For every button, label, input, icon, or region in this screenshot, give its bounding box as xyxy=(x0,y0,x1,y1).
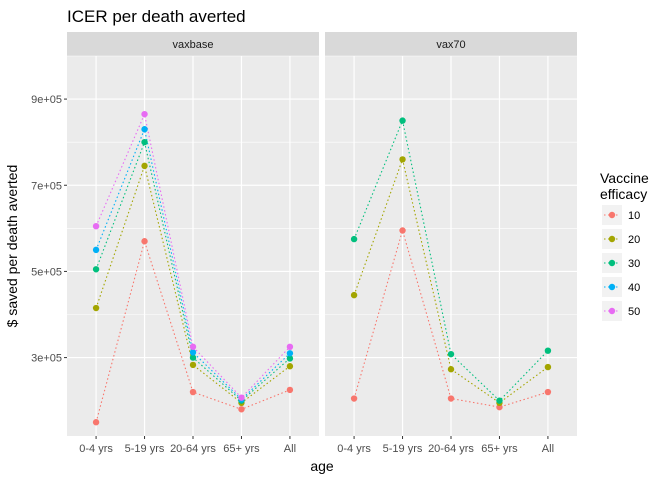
data-point-10 xyxy=(238,406,245,413)
legend-label-20: 20 xyxy=(628,234,640,246)
facet-panel-vaxbase: vaxbase 0-4 yrs 5-19 yrs 20-64 yrs 65+ yrs A… xyxy=(67,32,319,455)
data-point-40 xyxy=(92,246,100,254)
x-tick-labels: 0-4 yrs 5-19 yrs 20-64 yrs 65+ yrs All xyxy=(79,436,296,455)
series-line-40 xyxy=(95,127,291,401)
x-tick-label: 5-19 yrs xyxy=(125,443,165,455)
series-lines xyxy=(353,118,549,408)
data-point-30 xyxy=(496,397,503,404)
legend-title: efficacy xyxy=(600,186,647,202)
series-points xyxy=(92,110,294,426)
data-point-30 xyxy=(399,117,406,124)
data-point-50 xyxy=(141,110,148,118)
legend-label-30: 30 xyxy=(628,258,640,270)
data-point-20 xyxy=(286,363,294,370)
legend-label-50: 50 xyxy=(628,306,640,318)
series-points xyxy=(350,117,552,411)
x-tick-label: 20-64 yrs xyxy=(428,443,474,455)
data-point-30 xyxy=(544,347,552,354)
data-point-10 xyxy=(189,388,197,396)
x-tick-label: 0-4 yrs xyxy=(337,443,371,455)
chart-title: ICER per death averted xyxy=(67,7,246,26)
x-tick-label: 20-64 yrs xyxy=(170,443,216,455)
data-point-30 xyxy=(92,266,100,273)
x-axis-title: age xyxy=(310,458,334,474)
data-point-50 xyxy=(238,394,245,401)
data-point-30 xyxy=(141,138,148,146)
data-point-50 xyxy=(189,343,197,351)
legend-key-point-50 xyxy=(608,307,616,315)
series-line-10 xyxy=(95,239,291,423)
data-point-40 xyxy=(286,350,294,357)
x-tick-label: 5-19 yrs xyxy=(383,443,423,455)
series-line-20 xyxy=(353,157,549,404)
y-tick-label: 9e+05 xyxy=(31,94,62,106)
data-point-20 xyxy=(141,162,148,170)
data-point-30 xyxy=(350,235,358,243)
data-point-10 xyxy=(544,388,552,396)
legend-title: Vaccine xyxy=(600,170,649,186)
legend-key-point-30 xyxy=(608,259,616,267)
data-point-20 xyxy=(399,156,406,163)
x-tick-labels: 0-4 yrs 5-19 yrs 20-64 yrs 65+ yrs All xyxy=(337,436,554,455)
strip-label: vax70 xyxy=(436,39,465,51)
legend-key-point-40 xyxy=(608,283,616,291)
strip-label: vaxbase xyxy=(173,39,214,51)
data-point-30 xyxy=(189,354,197,361)
y-tick-label: 5e+05 xyxy=(31,266,62,278)
strip-background xyxy=(67,32,319,56)
data-point-20 xyxy=(350,291,358,299)
data-point-20 xyxy=(447,366,455,373)
legend-key-point-10 xyxy=(608,211,616,219)
data-point-10 xyxy=(286,386,294,394)
legend-key-point-20 xyxy=(608,235,616,243)
strip-background xyxy=(325,32,577,56)
data-point-30 xyxy=(286,355,294,362)
x-tick-label: 65+ yrs xyxy=(223,443,260,455)
data-point-10 xyxy=(141,238,148,245)
data-point-10 xyxy=(399,227,406,234)
x-tick-label: 0-4 yrs xyxy=(79,443,113,455)
y-axis-title: $ saved per death averted xyxy=(4,165,20,328)
x-tick-label: All xyxy=(542,443,554,455)
y-tick-label: 7e+05 xyxy=(31,180,62,192)
x-tick-label: All xyxy=(284,443,296,455)
data-point-10 xyxy=(92,419,100,426)
series-line-50 xyxy=(95,112,291,399)
data-point-10 xyxy=(447,395,455,402)
series-line-20 xyxy=(95,163,291,404)
series-line-10 xyxy=(353,228,549,408)
data-point-20 xyxy=(544,363,552,371)
facet-panel-vax70: vax70 0-4 yrs 5-19 yrs 20-64 yrs 65+ yrs All xyxy=(325,32,577,455)
series-line-30 xyxy=(353,118,549,402)
data-point-50 xyxy=(286,343,294,351)
data-point-50 xyxy=(92,222,100,230)
x-tick-label: 65+ yrs xyxy=(481,443,518,455)
data-point-40 xyxy=(189,349,197,356)
data-point-20 xyxy=(189,361,197,369)
legend-label-40: 40 xyxy=(628,282,640,294)
data-point-40 xyxy=(141,126,148,133)
data-point-20 xyxy=(92,304,100,312)
y-axis: 3e+05 5e+05 7e+05 9e+05 xyxy=(31,94,67,365)
data-point-10 xyxy=(350,395,358,402)
legend-label-10: 10 xyxy=(628,210,640,222)
data-point-30 xyxy=(447,350,455,358)
y-tick-label: 3e+05 xyxy=(31,353,62,365)
grid-lines xyxy=(67,55,319,436)
